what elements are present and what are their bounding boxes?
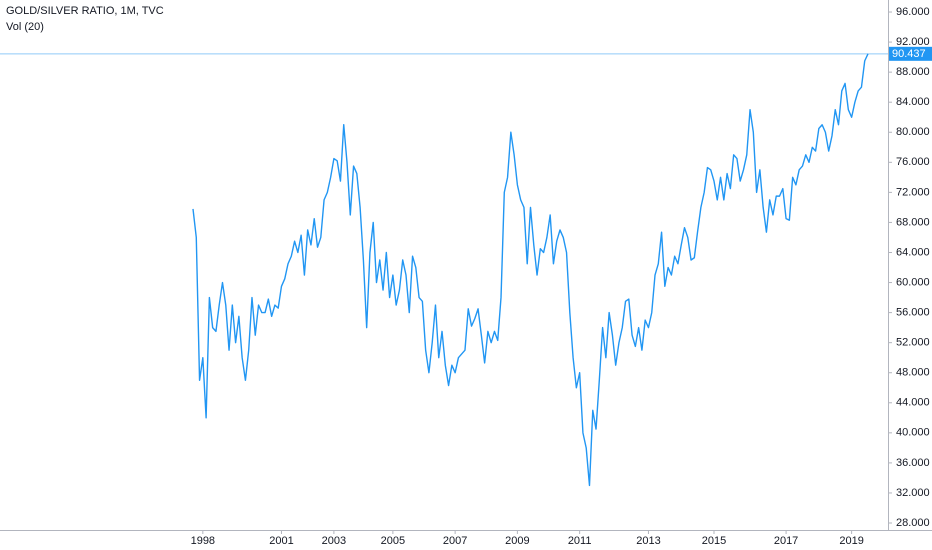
y-tick-label: 84.000 xyxy=(896,96,930,108)
x-tick-label: 2013 xyxy=(636,535,660,547)
y-tick-label: 60.000 xyxy=(896,276,930,288)
y-tick-label: 36.000 xyxy=(896,457,930,469)
y-tick-label: 64.000 xyxy=(896,246,930,258)
chart-title: GOLD/SILVER RATIO, 1M, TVC xyxy=(6,5,164,17)
price-label-box xyxy=(889,46,932,61)
x-tick-label: 2011 xyxy=(568,535,592,547)
x-tick-label: 2017 xyxy=(774,535,798,547)
price-label: 90.437 xyxy=(892,48,926,60)
x-tick-label: 2019 xyxy=(839,535,863,547)
x-tick-label: 2001 xyxy=(269,535,293,547)
y-tick-label: 48.000 xyxy=(896,367,930,379)
x-tick-label: 2009 xyxy=(505,535,529,547)
y-tick-label: 92.000 xyxy=(896,36,930,48)
y-tick-label: 32.000 xyxy=(896,487,930,499)
y-tick-label: 88.000 xyxy=(896,66,930,78)
y-tick-label: 52.000 xyxy=(896,337,930,349)
price-line-series xyxy=(192,53,869,487)
x-tick-label: 2015 xyxy=(702,535,726,547)
x-tick-label: 1998 xyxy=(191,535,215,547)
indicator-label: Vol (20) xyxy=(6,21,44,33)
x-tick-label: 2005 xyxy=(381,535,405,547)
y-tick-label: 80.000 xyxy=(896,126,930,138)
x-tick-label: 2007 xyxy=(443,535,467,547)
y-tick-label: 76.000 xyxy=(896,156,930,168)
y-tick-label: 68.000 xyxy=(896,216,930,228)
y-tick-label: 56.000 xyxy=(896,307,930,319)
y-tick-label: 40.000 xyxy=(896,427,930,439)
y-tick-label: 72.000 xyxy=(896,186,930,198)
y-tick-label: 44.000 xyxy=(896,397,930,409)
y-tick-label: 28.000 xyxy=(896,517,930,529)
x-tick-label: 2003 xyxy=(322,535,346,547)
y-tick-label: 96.000 xyxy=(896,6,930,18)
